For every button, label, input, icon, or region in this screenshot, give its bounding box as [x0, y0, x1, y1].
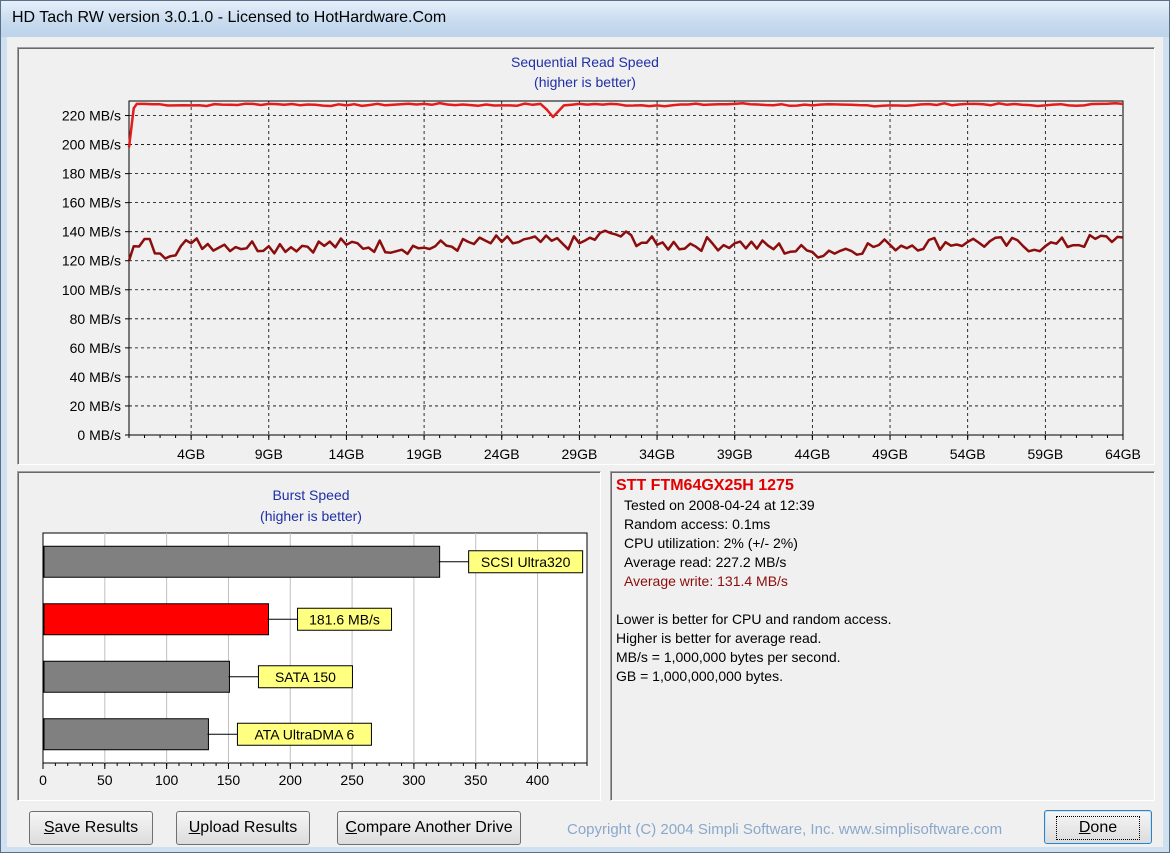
burst-label-box	[236, 722, 372, 746]
note-line: Higher is better for average read.	[616, 630, 822, 646]
save-results-label: ave Results	[54, 819, 139, 836]
x-tick-label: 39GB	[717, 446, 753, 462]
x-tick-label: 9GB	[255, 446, 283, 462]
y-tick-label: 100 MB/s	[62, 282, 121, 298]
compare-drive-accel: C	[345, 819, 357, 836]
y-tick-label: 40 MB/s	[70, 369, 121, 385]
x-tick-label: 64GB	[1105, 446, 1141, 462]
y-tick-label: 20 MB/s	[70, 398, 121, 414]
done-button[interactable]: Done	[1044, 810, 1152, 844]
burst-tick-label: 350	[464, 772, 488, 788]
burst-bar	[43, 545, 441, 578]
title-bar[interactable]: HD Tach RW version 3.0.1.0 - Licensed to…	[1, 1, 1169, 37]
save-results-accel: S	[43, 819, 55, 836]
note-line: Lower is better for CPU and random acces…	[616, 611, 892, 627]
average-read: Average read: 227.2 MB/s	[624, 554, 787, 570]
burst-tick-label: 100	[155, 772, 179, 788]
y-tick-label: 60 MB/s	[70, 340, 121, 356]
burst-label: SCSI Ultra320	[481, 554, 571, 570]
x-tick-label: 4GB	[177, 446, 205, 462]
compare-drive-label: ompare Another Drive	[356, 819, 513, 836]
burst-bar	[43, 603, 270, 636]
burst-label-box	[257, 665, 353, 689]
read-speed-line	[127, 101, 1124, 148]
x-tick-label: 49GB	[872, 446, 908, 462]
x-tick-label: 44GB	[794, 446, 830, 462]
y-tick-label: 120 MB/s	[62, 253, 121, 269]
burst-label: ATA UltraDMA 6	[255, 726, 355, 742]
write-speed-line	[127, 229, 1124, 262]
y-tick-label: 160 MB/s	[62, 195, 121, 211]
tested-on: Tested on 2008-04-24 at 12:39	[624, 497, 815, 513]
burst-tick-label: 400	[526, 772, 550, 788]
copyright-text: Copyright (C) 2004 Simpli Software, Inc.…	[567, 821, 1003, 838]
burst-tick-label: 200	[279, 772, 303, 788]
burst-tick-label: 250	[340, 772, 364, 788]
done-accel: D	[1078, 819, 1091, 836]
burst-label: 181.6 MB/s	[309, 611, 380, 627]
done-focus-rect: Done	[1055, 816, 1141, 840]
sequential-chart-subtitle: (higher is better)	[534, 74, 636, 90]
burst-chart-subtitle: (higher is better)	[260, 508, 362, 524]
burst-bar	[43, 660, 230, 693]
burst-chart-title: Burst Speed	[272, 487, 349, 503]
cpu-utilization: CPU utilization: 2% (+/- 2%)	[624, 535, 798, 551]
y-tick-label: 220 MB/s	[62, 108, 121, 124]
y-tick-label: 180 MB/s	[62, 166, 121, 182]
x-tick-label: 59GB	[1027, 446, 1063, 462]
burst-tick-label: 0	[39, 772, 47, 788]
burst-bar	[43, 718, 209, 751]
burst-chart: Burst Speed (higher is better) SCSI Ultr…	[39, 487, 588, 788]
burst-label: SATA 150	[275, 669, 336, 685]
sequential-chart: Sequential Read Speed (higher is better)…	[62, 54, 1141, 462]
drive-name: STT FTM64GX25H 1275	[616, 477, 794, 494]
x-tick-label: 19GB	[406, 446, 442, 462]
y-tick-label: 200 MB/s	[62, 137, 121, 153]
upload-results-accel: U	[188, 819, 201, 836]
random-access: Random access: 0.1ms	[624, 516, 771, 532]
upload-results-label: pload Results	[200, 819, 298, 836]
compare-drive-button[interactable]: Compare Another Drive	[337, 811, 521, 845]
y-tick-label: 80 MB/s	[70, 311, 121, 327]
x-tick-label: 14GB	[329, 446, 365, 462]
x-tick-label: 29GB	[562, 446, 598, 462]
done-label: one	[1090, 819, 1118, 836]
average-write: Average write: 131.4 MB/s	[624, 573, 788, 589]
y-tick-label: 0 MB/s	[77, 427, 121, 443]
upload-results-button[interactable]: Upload Results	[176, 811, 310, 845]
sequential-chart-title: Sequential Read Speed	[511, 54, 659, 70]
burst-tick-label: 150	[217, 772, 241, 788]
burst-tick-label: 50	[97, 772, 113, 788]
x-tick-label: 24GB	[484, 446, 520, 462]
burst-label-box	[297, 607, 393, 631]
note-line: GB = 1,000,000,000 bytes.	[616, 668, 783, 684]
burst-tick-label: 300	[402, 772, 426, 788]
save-results-button[interactable]: Save Results	[29, 811, 153, 845]
x-tick-label: 34GB	[639, 446, 675, 462]
y-tick-label: 140 MB/s	[62, 224, 121, 240]
info-panel	[610, 471, 1155, 801]
note-line: MB/s = 1,000,000 bytes per second.	[616, 649, 841, 665]
sequential-chart-panel	[17, 47, 1155, 465]
burst-label-box	[468, 550, 584, 574]
x-tick-label: 54GB	[950, 446, 986, 462]
window-title: HD Tach RW version 3.0.1.0 - Licensed to…	[12, 9, 447, 26]
